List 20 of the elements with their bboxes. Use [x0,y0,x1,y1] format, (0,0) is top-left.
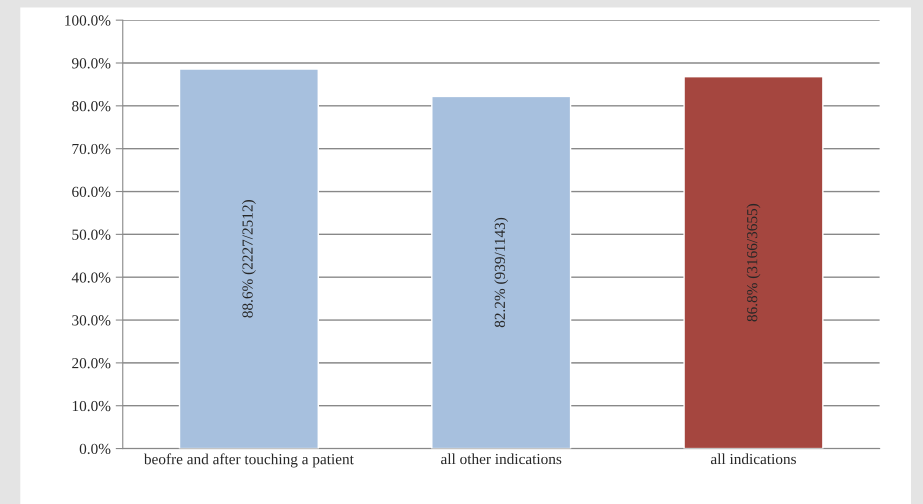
y-tick-label: 70.0% [72,144,110,154]
y-tick-label: 20.0% [72,358,110,368]
y-tick-label: 10.0% [72,400,110,412]
data-label: 88.6% (2227/2512) [242,200,256,318]
y-tick-label: 0.0% [80,444,110,454]
x-tick-label: beofre and after touching a patient [144,453,354,468]
data-label: 86.8% (3166/3655) [746,204,760,322]
x-tick-label: all other indications [441,453,562,464]
bar [683,76,824,449]
y-tick-label: 100.0% [65,15,110,26]
y-tick-label: 80.0% [72,100,110,112]
data-label: 82.2% (939/1143) [494,218,508,328]
bar [431,96,572,449]
y-tick-label: 40.0% [72,272,110,283]
bar [178,68,319,449]
y-tick-label: 50.0% [72,230,110,240]
y-tick-label: 30.0% [72,315,110,326]
x-tick-label: all indications [710,453,796,464]
y-tick-label: 60.0% [72,186,110,198]
y-tick-label: 90.0% [72,58,110,69]
